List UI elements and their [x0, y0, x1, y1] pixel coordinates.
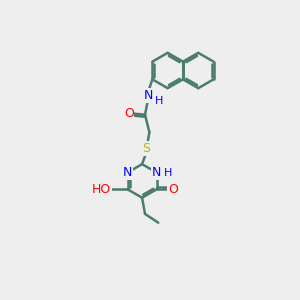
- Text: S: S: [142, 142, 151, 155]
- Text: HO: HO: [92, 183, 111, 196]
- Text: O: O: [168, 183, 178, 196]
- Text: N: N: [143, 89, 153, 102]
- Text: N: N: [123, 166, 132, 179]
- Text: N: N: [152, 166, 161, 179]
- Text: H: H: [164, 167, 172, 178]
- Text: O: O: [124, 107, 134, 120]
- Text: H: H: [155, 96, 163, 106]
